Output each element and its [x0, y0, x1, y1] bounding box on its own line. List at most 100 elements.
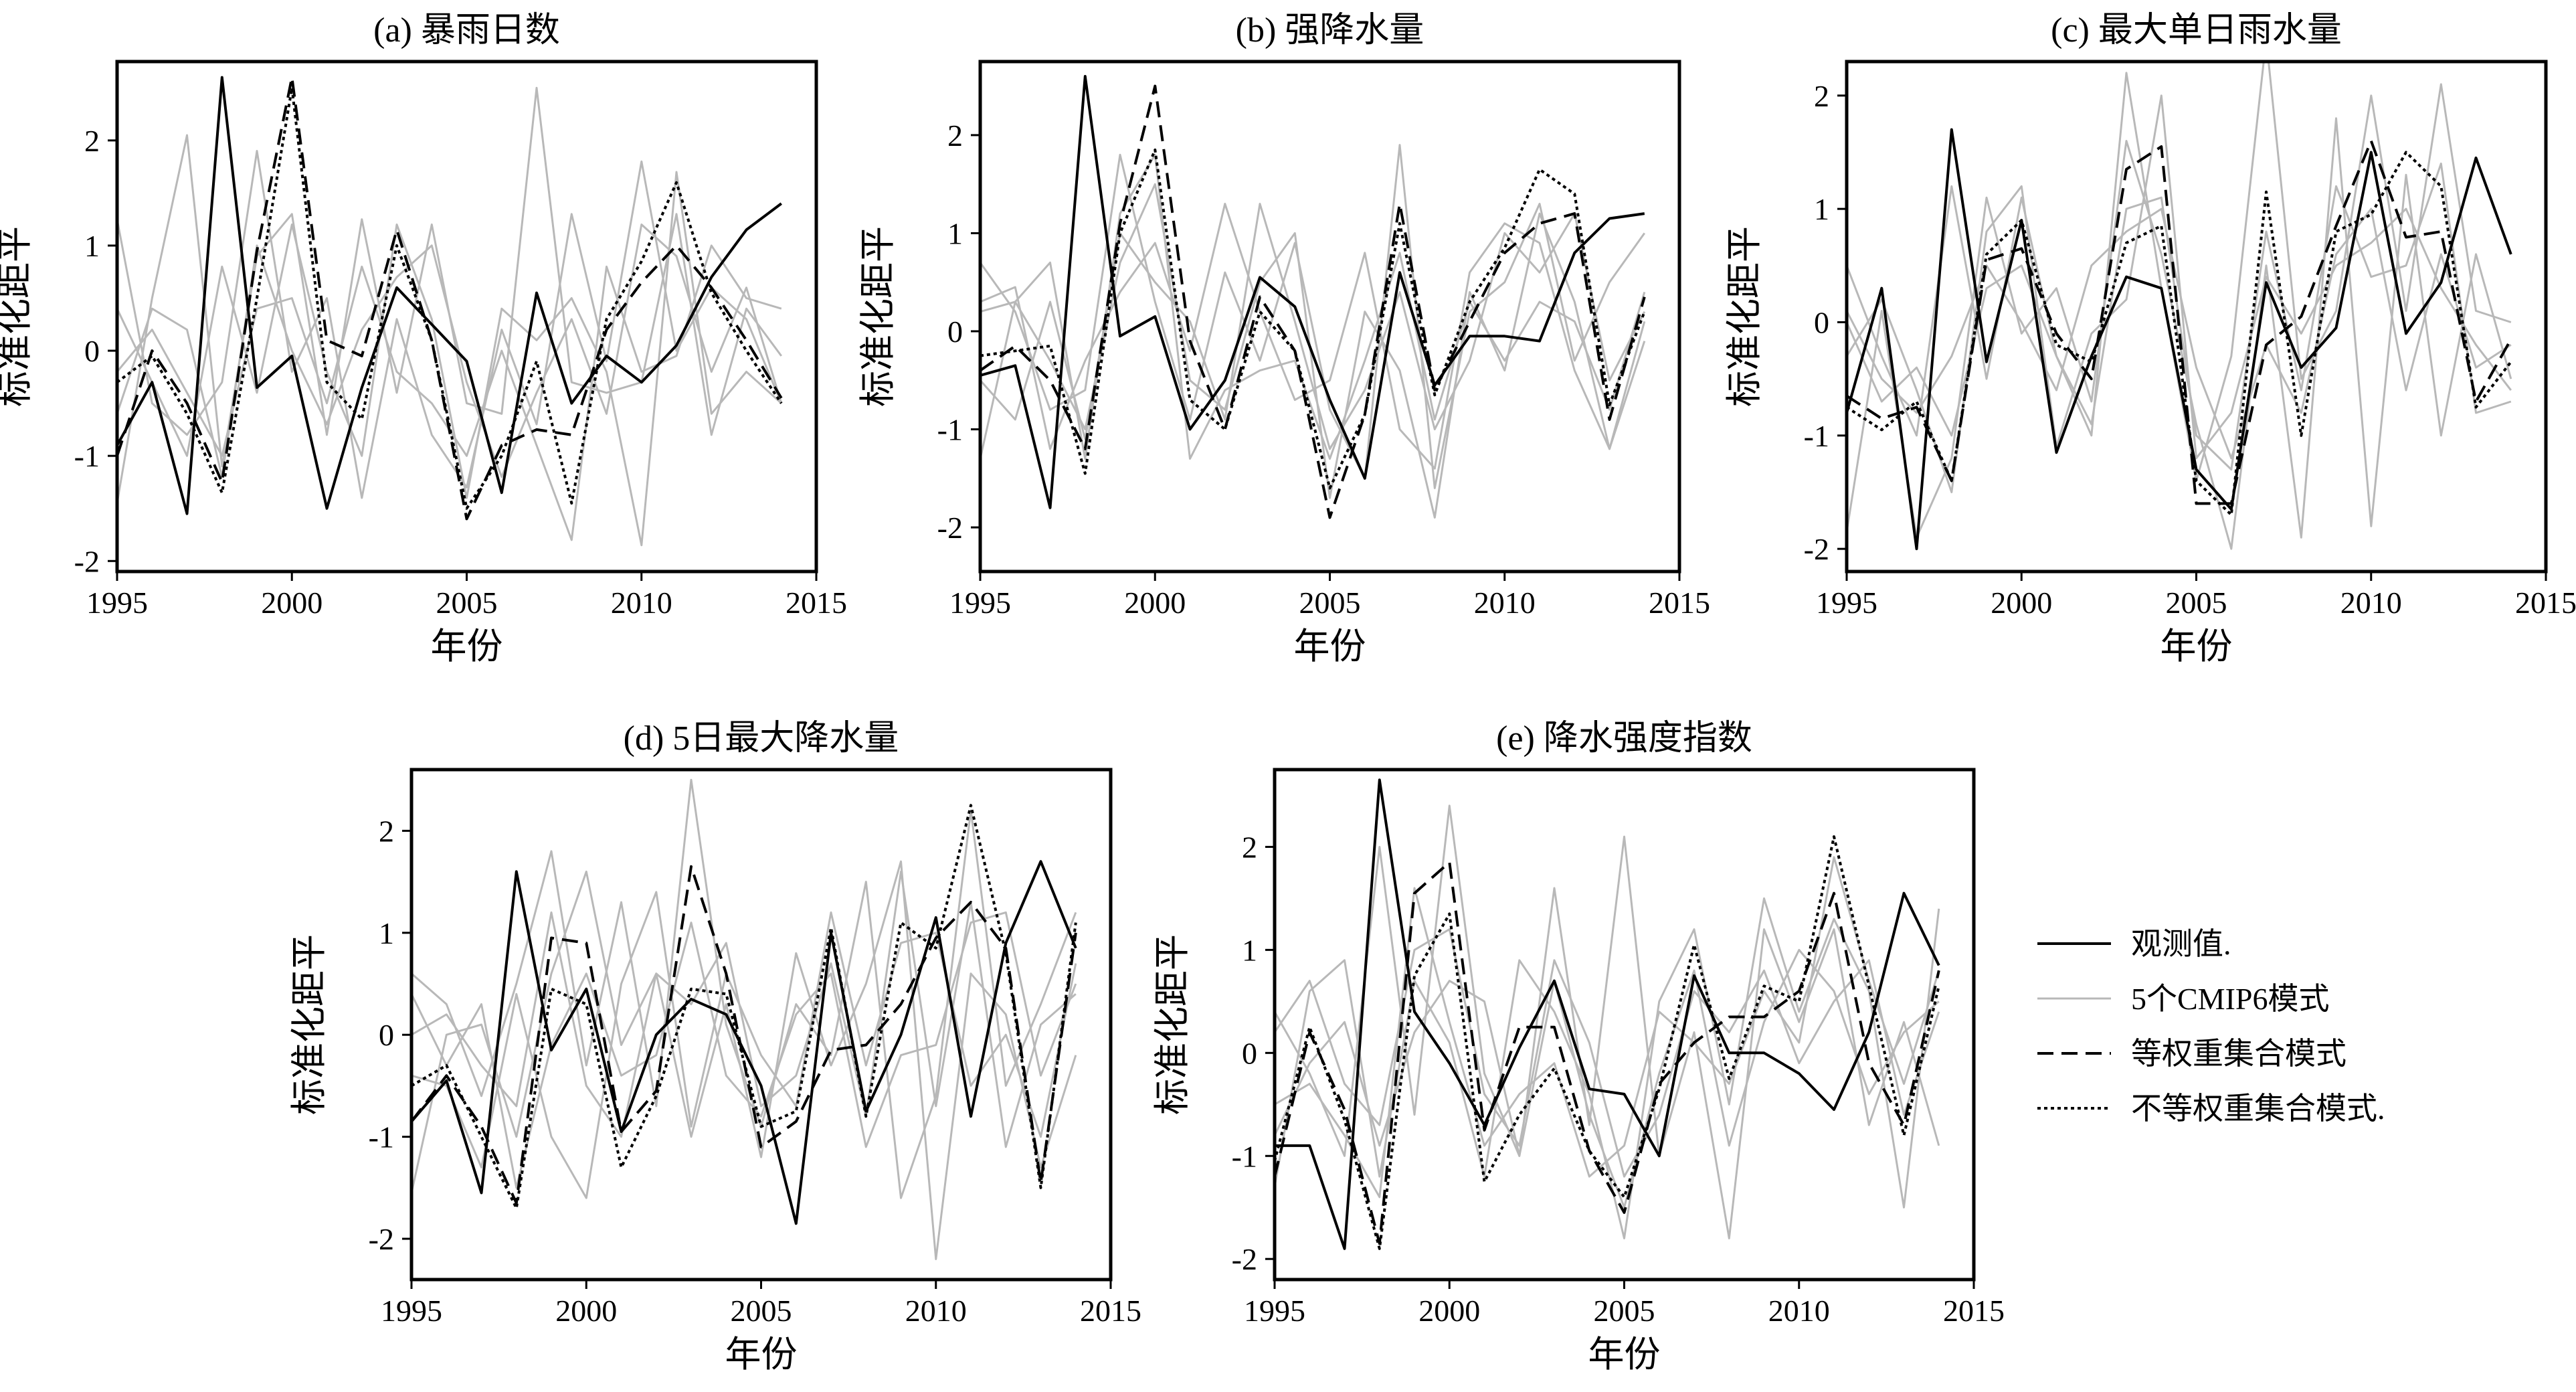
series-line-ew	[980, 84, 1646, 519]
y-tick-label: -1	[937, 413, 963, 447]
y-tick-label: 1	[1242, 933, 1257, 967]
x-tick-label: 2000	[1991, 586, 2052, 620]
y-tick-label: -1	[74, 439, 100, 473]
series-line-model-6	[117, 171, 782, 547]
chart-panel-1: (b) 强降水量 1995 2000 2005 2010 2015 -2 -1 0 1 2 年份 标准化…	[858, 11, 1710, 667]
x-tick-label: 2010	[611, 586, 672, 620]
y-tick-label: 0	[947, 315, 963, 349]
series-lines	[411, 778, 1077, 1260]
series-line-model-6	[411, 891, 1077, 1199]
y-tick-label: -2	[1804, 532, 1829, 566]
x-axis-label: 年份	[1294, 626, 1366, 667]
y-tick-label: -2	[369, 1222, 394, 1256]
y-tick-label: 0	[1242, 1036, 1257, 1070]
chart-title: (d) 5日最大降水量	[624, 719, 899, 758]
x-tick-label: 2015	[1943, 1294, 2005, 1328]
series-lines	[1275, 778, 1940, 1250]
series-line-uw	[411, 804, 1077, 1210]
series-line-obs	[1847, 128, 2512, 551]
legend-label-models: 5个CMIP6模式	[2131, 982, 2329, 1016]
y-tick-label: 1	[947, 216, 963, 250]
x-axis-label: 年份	[1588, 1334, 1661, 1375]
y-tick-label: -1	[1232, 1139, 1257, 1173]
y-tick-label: 1	[1814, 192, 1829, 226]
y-axis-label: 标准化距平	[1152, 934, 1192, 1115]
series-line-uw	[980, 148, 1646, 490]
y-tick-label: -2	[937, 511, 963, 545]
series-line-model-6	[1847, 94, 2512, 493]
plot-area	[1847, 62, 2546, 572]
x-tick-label: 1995	[1816, 586, 1877, 620]
x-tick-label: 2015	[786, 586, 847, 620]
series-line-obs	[411, 860, 1077, 1225]
series-line-uw	[1847, 151, 2512, 517]
chart-panel-0: (a) 暴雨日数 1995 2000 2005 2010 2015 -2 -1 0 1 2 年份 标准化…	[0, 11, 847, 667]
series-line-obs	[980, 75, 1645, 509]
y-axis-label: 标准化距平	[858, 226, 898, 407]
y-tick-label: -2	[1232, 1242, 1257, 1276]
chart-panel-2: (c) 最大单日雨水量 1995 2000 2005 2010 2015 -2 -1 0 1 2 年份…	[1724, 11, 2576, 667]
series-line-model-6	[980, 203, 1646, 470]
series-line-model-7	[1275, 948, 1940, 1209]
x-tick-label: 2010	[2340, 586, 2402, 620]
series-lines	[1847, 62, 2512, 551]
y-axis-label: 标准化距平	[289, 934, 329, 1115]
x-tick-label: 2000	[1124, 586, 1186, 620]
chart-title: (b) 强降水量	[1236, 11, 1424, 50]
series-line-obs	[1275, 778, 1940, 1250]
plot-area	[411, 770, 1111, 1280]
series-line-obs	[117, 76, 783, 515]
chart-panel-4: (e) 降水强度指数 1995 2000 2005 2010 2015 -2 -1 0 1 2 年份 标…	[1152, 719, 2005, 1375]
x-tick-label: 2005	[436, 586, 498, 620]
x-tick-label: 2015	[2515, 586, 2576, 620]
y-tick-label: 2	[379, 814, 394, 848]
x-tick-label: 2015	[1080, 1294, 1141, 1328]
chart-panel-3: (d) 5日最大降水量 1995 2000 2005 2010 2015 -2 -1 0 1 2 年份…	[289, 719, 1141, 1375]
y-tick-label: 1	[84, 229, 100, 263]
series-line-ew	[117, 76, 783, 521]
x-tick-label: 2010	[1768, 1294, 1830, 1328]
x-tick-label: 2005	[1299, 586, 1361, 620]
x-tick-label: 1995	[86, 586, 148, 620]
x-tick-label: 2015	[1649, 586, 1710, 620]
x-tick-label: 2005	[731, 1294, 792, 1328]
x-axis-label: 年份	[725, 1334, 798, 1375]
series-line-model-3	[1275, 804, 1940, 1239]
y-tick-label: 0	[379, 1018, 394, 1052]
series-line-model-5	[411, 860, 1077, 1260]
series-lines	[117, 76, 783, 547]
series-line-ew	[1847, 139, 2512, 505]
x-tick-label: 1995	[381, 1294, 442, 1328]
y-axis-label: 标准化距平	[1724, 226, 1764, 407]
x-tick-label: 1995	[1244, 1294, 1305, 1328]
series-line-model-5	[1275, 928, 1940, 1178]
legend-label-ew: 等权重集合模式	[2131, 1037, 2347, 1071]
chart-title: (e) 降水强度指数	[1496, 719, 1752, 758]
y-tick-label: 0	[84, 334, 100, 368]
series-line-model-5	[1847, 207, 2512, 460]
x-tick-label: 2010	[1474, 586, 1536, 620]
series-lines	[980, 75, 1646, 519]
series-line-model-3	[117, 150, 783, 499]
chart-title: (c) 最大单日雨水量	[2051, 11, 2342, 50]
x-tick-label: 2000	[261, 586, 323, 620]
y-tick-label: -2	[74, 544, 100, 578]
y-tick-label: 2	[1814, 79, 1829, 113]
y-tick-label: -1	[1804, 419, 1829, 453]
x-tick-label: 2005	[2166, 586, 2227, 620]
y-tick-label: -1	[369, 1120, 394, 1154]
x-tick-label: 2010	[905, 1294, 967, 1328]
x-tick-label: 2000	[555, 1294, 617, 1328]
x-tick-label: 2005	[1594, 1294, 1655, 1328]
series-line-ew	[411, 865, 1077, 1205]
x-axis-label: 年份	[431, 626, 503, 667]
y-tick-label: 2	[1242, 830, 1257, 864]
y-tick-label: 2	[947, 118, 963, 153]
series-line-uw	[1275, 835, 1940, 1250]
x-tick-label: 2000	[1418, 1294, 1480, 1328]
y-tick-label: 1	[379, 916, 394, 950]
chart-title: (a) 暴雨日数	[373, 11, 560, 50]
